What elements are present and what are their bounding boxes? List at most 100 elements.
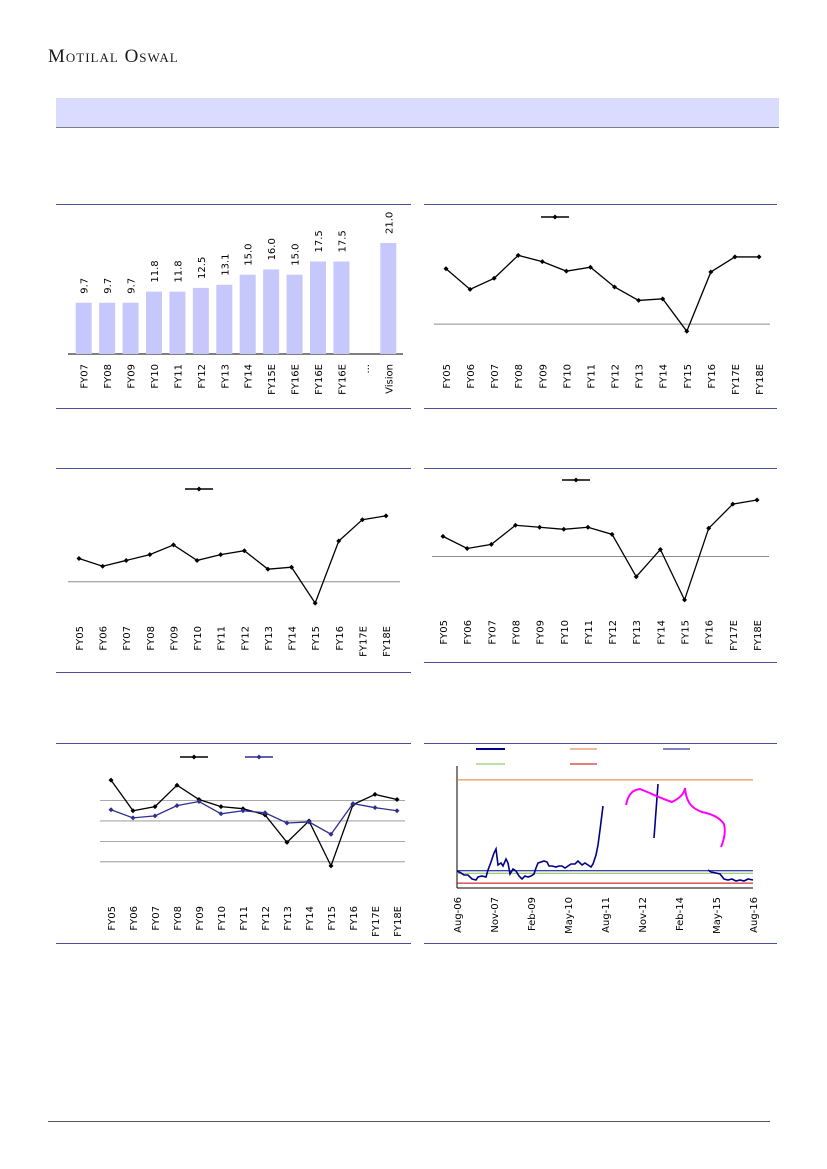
data-point <box>660 296 666 302</box>
data-point <box>284 820 290 826</box>
x-tick-label: FY13 <box>283 906 294 931</box>
x-tick-label: FY15 <box>681 620 692 645</box>
data-point <box>443 266 449 272</box>
data-label: 11.8 <box>150 260 161 282</box>
x-tick-label: FY05 <box>75 626 86 651</box>
x-tick-label: FY15E <box>267 364 278 395</box>
data-label: 11.8 <box>173 260 184 282</box>
panel-rule-top-4 <box>424 468 777 469</box>
x-tick-label: FY12 <box>240 626 251 651</box>
data-point <box>440 533 446 539</box>
handwritten-annotation <box>625 787 726 848</box>
x-tick-label: FY14 <box>244 364 255 389</box>
data-point <box>708 269 714 275</box>
data-point <box>684 328 690 334</box>
data-point <box>336 538 342 544</box>
data-point <box>328 831 334 837</box>
legend-swatch-marker <box>256 754 262 760</box>
data-point <box>194 557 200 563</box>
bar <box>380 243 397 354</box>
x-tick-label: FY09 <box>127 364 138 389</box>
panel-rule-top-6 <box>424 743 777 744</box>
x-tick-label: FY13 <box>220 364 231 389</box>
data-point <box>359 517 365 523</box>
data-point <box>609 531 615 537</box>
data-point <box>196 799 202 805</box>
bar <box>146 291 162 354</box>
x-tick-label: Aug-16 <box>749 897 760 933</box>
x-tick-label: FY06 <box>466 364 477 389</box>
series-spike <box>653 783 659 839</box>
data-point <box>491 275 497 281</box>
series-line <box>445 254 759 333</box>
data-point <box>383 513 389 519</box>
x-tick-label: FY11 <box>239 906 250 931</box>
panel-rule-bottom-2 <box>424 408 777 409</box>
panel-rule-top-3 <box>56 468 411 469</box>
panel-rule-top-2 <box>424 204 777 205</box>
legend-swatch-marker <box>552 214 558 220</box>
data-point <box>218 811 224 817</box>
data-label: 15.0 <box>291 243 302 265</box>
x-tick-label: FY10 <box>193 626 204 651</box>
x-tick-label: FY16 <box>349 906 360 931</box>
x-tick-label: FY10 <box>150 364 161 389</box>
bar <box>122 302 139 354</box>
x-tick-label: FY18E <box>393 906 404 937</box>
bar <box>169 291 186 354</box>
bar <box>216 284 233 354</box>
x-tick-label: FY07 <box>80 364 91 389</box>
data-point <box>130 808 136 814</box>
panel-rule-top-1 <box>56 204 411 205</box>
x-tick-label: FY07 <box>151 906 162 931</box>
x-tick-label: Feb-14 <box>675 897 686 931</box>
data-point <box>108 807 114 813</box>
x-tick-label: FY18E <box>382 626 393 657</box>
data-point <box>563 268 569 274</box>
series-line <box>110 800 398 836</box>
data-point <box>372 791 378 797</box>
data-point <box>464 545 470 551</box>
x-tick-label: FY07 <box>122 626 133 651</box>
brand-logo: Motilal Oswal <box>48 46 179 67</box>
x-tick-label: May-15 <box>712 897 723 934</box>
data-label: 9.7 <box>103 278 114 294</box>
x-tick-label: FY17E <box>371 906 382 937</box>
series-line <box>707 869 754 882</box>
x-tick-label: Aug-06 <box>453 897 464 933</box>
x-tick-label: FY08 <box>146 626 157 651</box>
data-label: 9.7 <box>80 278 91 294</box>
data-label: 17.5 <box>337 230 348 252</box>
legend-swatch-marker <box>191 754 197 760</box>
data-point <box>467 286 473 292</box>
x-tick-label: Nov-07 <box>490 897 501 933</box>
data-point <box>633 574 639 580</box>
x-tick-label: FY10 <box>560 620 571 645</box>
data-point <box>730 501 736 507</box>
data-label: 17.5 <box>314 230 325 252</box>
x-tick-label: FY16E <box>291 364 302 395</box>
x-tick-label: FY08 <box>514 364 525 389</box>
data-point <box>657 546 663 552</box>
x-tick-label: FY05 <box>442 364 453 389</box>
data-point <box>515 252 521 258</box>
x-tick-label: FY15 <box>683 364 694 389</box>
x-tick-label: FY16E <box>337 364 348 395</box>
data-point <box>289 564 295 570</box>
data-point <box>108 777 114 783</box>
series-line <box>442 499 758 602</box>
x-tick-label: FY06 <box>99 626 110 651</box>
x-tick-label: FY08 <box>511 620 522 645</box>
data-point <box>284 839 290 845</box>
bar <box>310 261 326 354</box>
panel-rule-bottom-3 <box>56 672 411 673</box>
x-tick-label: FY09 <box>538 364 549 389</box>
data-point <box>152 813 158 819</box>
x-tick-label: FY05 <box>439 620 450 645</box>
data-point <box>488 541 494 547</box>
x-tick-label: FY11 <box>586 364 597 389</box>
data-label: 16.0 <box>267 238 278 260</box>
